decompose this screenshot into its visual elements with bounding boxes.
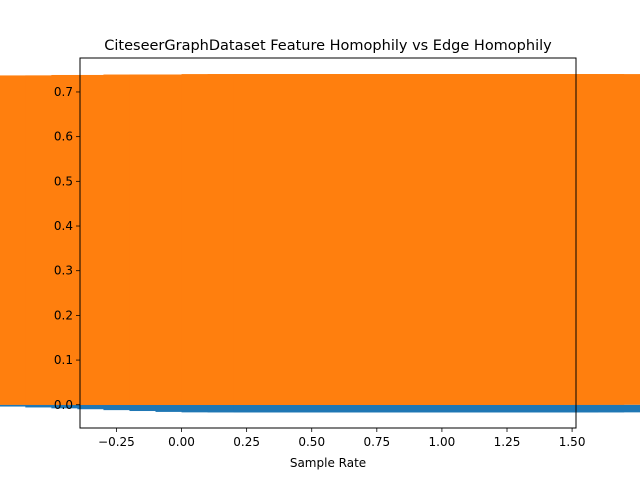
y-tick-label: 0.4: [54, 219, 73, 233]
x-tick-label: 1.25: [494, 435, 521, 449]
y-ticks: 0.0 0.1 0.2 0.3 0.4 0.5 0.6 0.7: [54, 85, 80, 412]
bar-series-0-10: [233, 404, 640, 413]
x-tick-label: 1.00: [429, 435, 456, 449]
y-tick-label: 0.3: [54, 264, 73, 278]
y-tick-label: 0.6: [54, 130, 73, 144]
y-tick-label: 0.1: [54, 353, 73, 367]
bar-series-1-10: [233, 74, 640, 405]
x-tick-label: 0.50: [298, 435, 325, 449]
chart-title: CiteseerGraphDataset Feature Homophily v…: [104, 38, 552, 54]
y-tick-label: 0.5: [54, 174, 73, 188]
x-tick-label: 0.25: [233, 435, 260, 449]
y-tick-label: 0.2: [54, 308, 73, 322]
x-tick-label: 0.75: [363, 435, 390, 449]
x-axis-label: Sample Rate: [290, 456, 366, 470]
y-tick-label: 0.7: [54, 85, 73, 99]
x-ticks: −0.25 0.00 0.25 0.50 0.75 1.00 1.25 1.50: [98, 428, 585, 449]
x-tick-label: −0.25: [98, 435, 135, 449]
y-tick-label: 0.0: [54, 398, 73, 412]
axes-frame: [79, 57, 577, 429]
bars-layer: [0, 74, 640, 413]
x-tick-label: 0.00: [168, 435, 195, 449]
x-tick-label: 1.50: [559, 435, 586, 449]
